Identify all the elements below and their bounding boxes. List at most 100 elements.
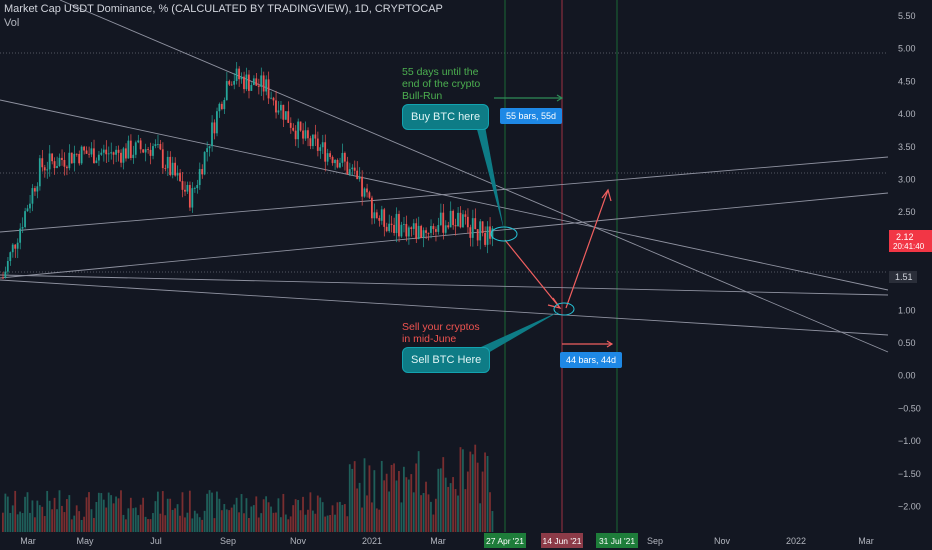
volume-bar [93, 517, 95, 532]
volume-bar [351, 468, 354, 532]
candle-body [38, 158, 41, 187]
candle-body [275, 100, 277, 113]
price-tick: 0.50 [898, 338, 916, 348]
bullrun-arrow [494, 94, 564, 102]
candle-body [321, 142, 324, 148]
buy-callout[interactable]: Buy BTC here [402, 104, 490, 130]
volume-bar [356, 488, 359, 532]
candle-body [176, 172, 179, 176]
volume-bar [142, 497, 145, 532]
volume-bar [361, 507, 363, 532]
time-tick: Sep [220, 536, 236, 546]
volume-bar [83, 516, 85, 532]
time-tick: Nov [714, 536, 731, 546]
candle-body [425, 230, 427, 233]
time-axis[interactable]: Mar May Jul Sep Nov 2021 Mar Sep Nov 2022 Mar 27 Ap… [20, 533, 874, 548]
candle-body [147, 149, 149, 150]
candle-body [179, 172, 181, 182]
volume-bar [412, 492, 415, 532]
time-tick: 2021 [362, 536, 382, 546]
volume-bar [314, 513, 317, 532]
volume-bar [225, 509, 228, 532]
volume-bar [334, 514, 336, 532]
time-tick: Mar [430, 536, 446, 546]
volume-bar [462, 449, 464, 532]
candle-body [230, 84, 233, 86]
price-axis[interactable]: 5.505.004.504.003.503.002.502.001.501.00… [898, 11, 921, 512]
date-highlight-label: 27 Apr '21 [486, 536, 524, 546]
candle-body [198, 169, 201, 186]
volume-bar [491, 511, 494, 532]
countdown: 20:41:40 [893, 242, 925, 251]
volume-bar [405, 477, 408, 532]
volume-bar [31, 500, 34, 532]
volume-bar [464, 489, 467, 532]
candle-body [476, 229, 479, 241]
volume-bar [203, 510, 206, 532]
candle-body [4, 271, 7, 278]
volume-bar [489, 492, 491, 532]
volume-bar [24, 496, 26, 532]
candle-body [223, 99, 226, 110]
candle-body [457, 212, 459, 227]
candle-body [134, 142, 137, 155]
volume-bar [469, 451, 472, 532]
candle-body [368, 192, 371, 198]
volume-bar [56, 509, 58, 532]
candle-body [412, 223, 415, 229]
volume-bar [115, 496, 117, 532]
candle-body [444, 225, 447, 233]
volume-bar [159, 513, 162, 532]
candle-body [393, 224, 395, 234]
volume-bar [388, 491, 391, 532]
candle-body [208, 146, 211, 149]
candle-body [110, 152, 113, 154]
volume-bar [243, 513, 245, 532]
candle-body [373, 212, 376, 219]
volume-bar [19, 511, 22, 532]
candle-body [6, 261, 9, 272]
candle-body [73, 153, 76, 164]
trendlines[interactable] [0, 0, 889, 353]
candle-body [164, 168, 167, 169]
candle-body [390, 223, 393, 225]
volume-bar [484, 452, 486, 532]
volume-bar [302, 496, 304, 532]
volume-bar [366, 495, 368, 532]
volume-bar [307, 509, 309, 532]
candle-body [437, 225, 440, 232]
volume-bar [449, 483, 452, 532]
volume-bar [144, 516, 147, 532]
volume-bar [316, 495, 319, 532]
candle-body [220, 103, 223, 110]
volume-bar [304, 514, 307, 532]
candle-body [203, 152, 206, 175]
date-highlight [484, 533, 526, 548]
volume-bar [80, 519, 83, 532]
candle-body [339, 162, 341, 168]
candle-body [120, 152, 122, 163]
candle-body [132, 154, 135, 158]
volume-bar [368, 465, 371, 532]
sell-callout[interactable]: Sell BTC Here [402, 347, 491, 373]
volume-bar [422, 493, 425, 532]
candle-body [154, 144, 157, 147]
candle-body [447, 225, 450, 228]
candle-body [100, 152, 103, 155]
volume-bar [284, 514, 287, 532]
candle-body [272, 97, 275, 101]
candle-body [75, 153, 78, 155]
candle-body [341, 152, 344, 163]
candle-body [161, 149, 164, 169]
buy-ellipse [490, 226, 518, 242]
volume-bar [65, 499, 68, 532]
candle-body [395, 213, 398, 234]
price-tick: 4.00 [898, 109, 916, 119]
volume-bar [112, 503, 115, 532]
candle-body [356, 170, 359, 180]
price-tick: −1.00 [898, 436, 921, 446]
volume-bar [427, 494, 430, 532]
candle-body [68, 152, 71, 169]
candle-body [311, 134, 314, 147]
